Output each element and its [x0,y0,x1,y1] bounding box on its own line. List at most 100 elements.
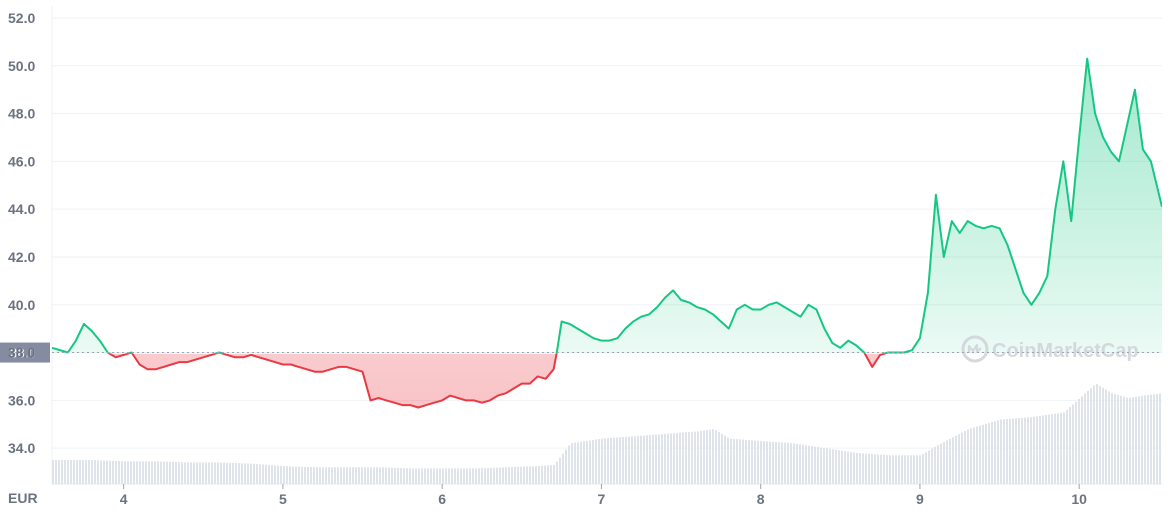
y-tick-label: 34.0 [8,440,35,456]
volume-bar [403,468,405,484]
volume-bar [202,462,204,484]
volume-bar [961,432,963,484]
volume-bar [682,432,684,484]
volume-bar [733,438,735,484]
volume-bar [313,467,315,484]
volume-bar [964,430,966,484]
volume-bar [1141,395,1143,484]
volume-bar [166,461,168,484]
volume-bar [898,455,900,484]
volume-bar [310,467,312,484]
volume-bar [613,437,615,484]
volume-bar [514,466,516,484]
volume-bar [307,466,309,484]
volume-bar [283,466,285,484]
volume-bar [631,436,633,484]
volume-bar [1093,385,1095,484]
volume-bar [286,466,288,484]
volume-bar [991,422,993,484]
volume-bar [1003,419,1005,484]
volume-bar [250,463,252,484]
down-line [108,354,887,409]
y-tick-label: 40.0 [8,297,35,313]
volume-bar [691,431,693,484]
x-tick-label: 8 [757,491,765,507]
volume-bar [574,442,576,484]
volume-bar [616,437,618,484]
volume-bar [517,466,519,484]
volume-bar [1036,416,1038,484]
volume-bar [679,432,681,484]
volume-bar [742,439,744,484]
volume-bar [1027,417,1029,484]
volume-bar [505,467,507,484]
volume-bar [1009,418,1011,484]
volume-bar [808,445,810,484]
volume-bar [511,467,513,484]
volume-bar [379,467,381,484]
volume-bar [217,462,219,484]
volume-bar [649,435,651,484]
x-tick-label: 6 [438,491,446,507]
volume-bar [481,468,483,484]
volume-bar [1090,388,1092,484]
volume-bar [526,466,528,484]
volume-bar [1075,401,1077,484]
volume-bar [772,441,774,484]
volume-bar [460,468,462,484]
volume-bar [724,435,726,484]
volume-bar [289,466,291,484]
volume-bar [589,440,591,484]
volume-bar [205,462,207,484]
volume-bar [439,468,441,484]
volume-bar [760,440,762,484]
volume-bar [685,432,687,484]
volume-bar [136,461,138,484]
volume-bar [766,441,768,484]
volume-bar [280,465,282,484]
volume-bar [97,460,99,484]
volume-bar [736,439,738,484]
volume-bar [256,464,258,484]
volume-bar [223,462,225,484]
volume-bar [1021,417,1023,484]
volume-bar [1135,396,1137,484]
volume-bar [259,464,261,484]
volume-bar [823,447,825,484]
volume-bar [79,460,81,484]
volume-bar [610,437,612,484]
volume-bar [262,464,264,484]
volume-bar [1123,396,1125,484]
volume-bar [427,468,429,484]
volume-bar [304,466,306,484]
volume-bar [139,461,141,484]
volume-bar [496,467,498,484]
volume-bar [598,439,600,484]
volume-bar [1156,393,1158,484]
volume-bar [415,468,417,484]
volume-bar [157,461,159,484]
volume-bar [1063,412,1065,484]
volume-bar [94,460,96,484]
volume-bar [499,467,501,484]
volume-bar [904,455,906,484]
volume-bar [268,464,270,484]
volume-bar [607,438,609,484]
volume-bar [877,454,879,484]
volume-bar [862,453,864,484]
volume-bar [763,441,765,484]
volume-bar [670,433,672,484]
volume-bar [1030,417,1032,484]
volume-bar [748,440,750,484]
volume-bar [559,457,561,484]
volume-bar [673,433,675,484]
volume-bar [52,460,54,484]
volume-bar [1114,394,1116,484]
volume-bar [697,431,699,484]
volume-bar [835,449,837,484]
volume-bar [532,466,534,484]
volume-bar [784,442,786,484]
volume-bar [325,467,327,484]
volume-bar [214,462,216,484]
